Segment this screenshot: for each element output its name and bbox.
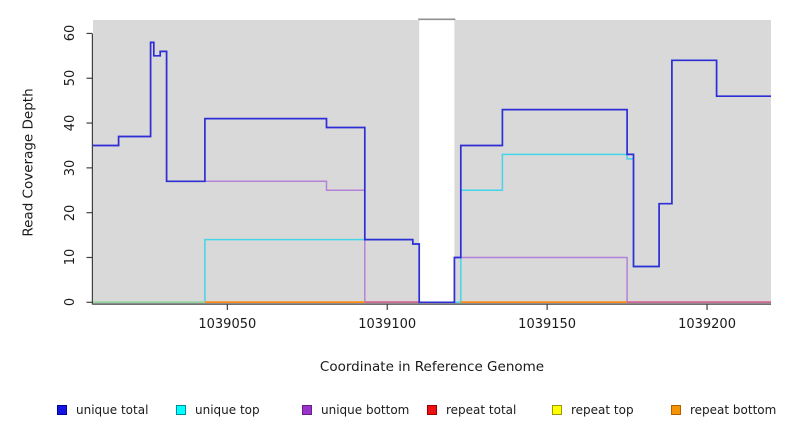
legend-label: repeat bottom bbox=[690, 403, 777, 417]
legend-label: unique bottom bbox=[321, 403, 410, 417]
x-tick-label-1: 1039100 bbox=[358, 317, 417, 332]
legend-label: unique top bbox=[195, 403, 260, 417]
y-tick-label-4: 40 bbox=[63, 114, 78, 132]
legend-label: unique total bbox=[76, 403, 149, 417]
legend: unique total unique top unique bottom re… bbox=[0, 403, 792, 421]
x-tick-label-0: 1039050 bbox=[198, 317, 257, 332]
legend-item-unique-total: unique total bbox=[57, 403, 148, 417]
repeat-bottom-swatch-icon bbox=[671, 405, 681, 415]
series-unique-total bbox=[93, 41, 771, 304]
x-tick-label-3: 1039200 bbox=[678, 317, 736, 332]
y-tick-label-3: 30 bbox=[63, 159, 78, 177]
unique-bottom-swatch-icon bbox=[302, 405, 312, 415]
no-data-gap bbox=[419, 20, 455, 304]
y-tick-label-5: 50 bbox=[63, 69, 78, 87]
y-tick-label-6: 60 bbox=[63, 25, 78, 42]
legend-item-unique-bottom: unique bottom bbox=[302, 403, 409, 417]
legend-label: repeat top bbox=[571, 403, 634, 417]
legend-label: repeat total bbox=[446, 403, 517, 417]
legend-item-repeat-total: repeat total bbox=[427, 403, 516, 417]
y-tick-label-2: 20 bbox=[63, 204, 78, 221]
repeat-total-swatch-icon bbox=[427, 405, 437, 415]
y-tick-label-0: 0 bbox=[63, 298, 78, 307]
y-tick-label-1: 10 bbox=[63, 249, 78, 266]
unique-total-swatch-icon bbox=[57, 405, 67, 415]
legend-item-repeat-bottom: repeat bottom bbox=[671, 403, 776, 417]
y-axis-title: Read Coverage Depth bbox=[20, 88, 37, 237]
legend-item-repeat-top: repeat top bbox=[552, 403, 634, 417]
repeat-top-swatch-icon bbox=[552, 405, 562, 415]
x-tick-label-2: 1039150 bbox=[518, 317, 577, 332]
legend-item-unique-top: unique top bbox=[176, 403, 260, 417]
x-axis-title: Coordinate in Reference Genome bbox=[319, 359, 545, 375]
unique-top-swatch-icon bbox=[176, 405, 186, 415]
